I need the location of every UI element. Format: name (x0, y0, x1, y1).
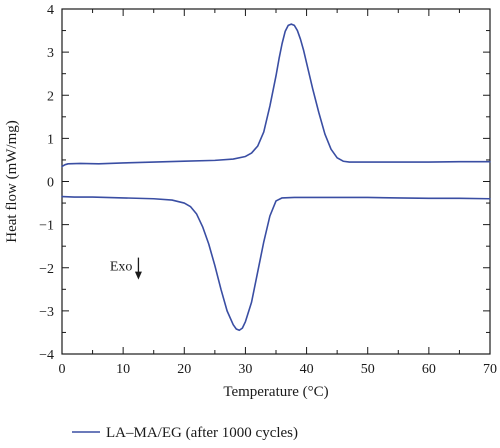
x-tick-label: 60 (422, 362, 436, 377)
y-tick-label: 3 (47, 46, 54, 61)
series-line-cooling (61, 195, 491, 332)
y-tick-label: 4 (47, 3, 54, 18)
series-line-heating (61, 23, 491, 168)
x-tick-label: 20 (177, 362, 191, 377)
x-tick-label: 10 (116, 362, 130, 377)
y-tick-label: −4 (39, 348, 54, 363)
series-layer (61, 23, 491, 332)
x-tick-label: 50 (361, 362, 375, 377)
x-tick-label: 30 (238, 362, 252, 377)
annotation-exo-label: Exo (110, 260, 133, 275)
x-tick-label: 70 (483, 362, 497, 377)
y-tick-label: 1 (47, 132, 54, 147)
y-tick-label: −2 (39, 262, 54, 277)
annotation-layer: Exo (110, 257, 142, 280)
y-tick-label: −3 (39, 305, 54, 320)
axes-layer (61, 8, 491, 355)
x-tick-label: 0 (59, 362, 66, 377)
y-tick-label: 2 (47, 89, 54, 104)
y-tick-label: −1 (39, 219, 54, 234)
x-axis-title: Temperature (°C) (223, 384, 328, 400)
y-tick-label: 0 (47, 176, 54, 191)
x-tick-label: 40 (300, 362, 314, 377)
y-axis-title: Heat flow (mW/mg) (4, 120, 20, 242)
plot-frame (61, 8, 491, 355)
legend: LA–MA/EG (after 1000 cycles) (72, 425, 298, 441)
annotation-arrow-head-icon (134, 271, 142, 280)
legend-label: LA–MA/EG (after 1000 cycles) (106, 425, 298, 441)
